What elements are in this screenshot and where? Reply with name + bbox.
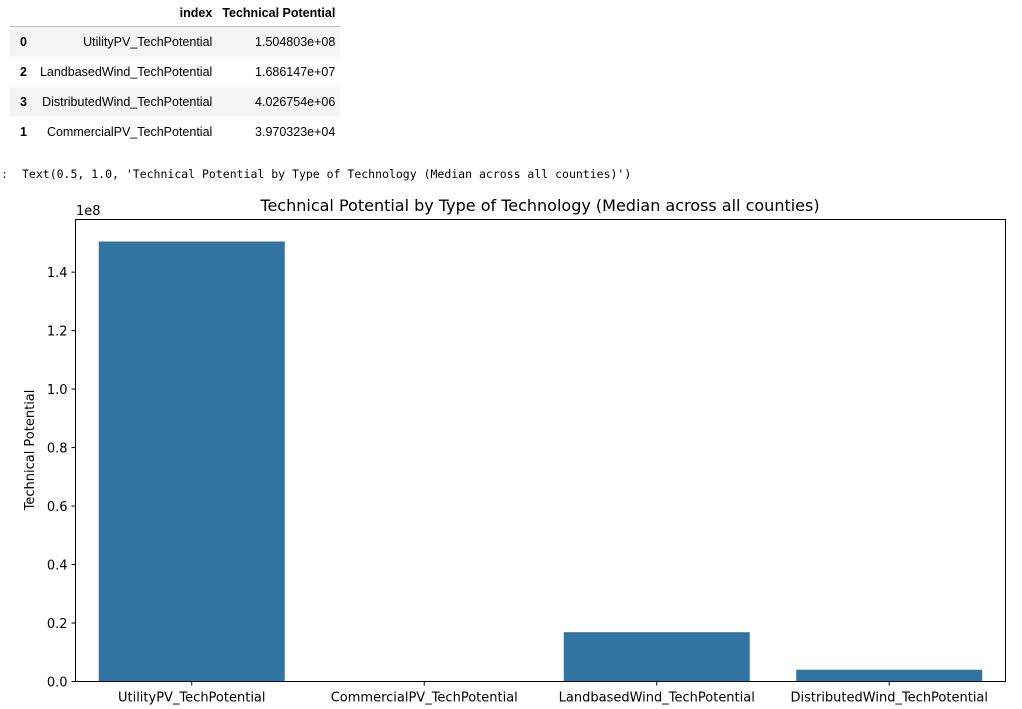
bar-UtilityPV_TechPotential xyxy=(98,241,285,682)
output-text: Text(0.5, 1.0, 'Technical Potential by T… xyxy=(22,167,632,181)
cell-index: UtilityPV_TechPotential xyxy=(83,35,213,49)
table-row: 3 DistributedWind_TechPotential 4.026754… xyxy=(10,87,341,117)
row-index: 3 xyxy=(20,95,27,109)
y-offset-label: 1e8 xyxy=(76,204,101,219)
y-tick-label: 0.8 xyxy=(47,442,68,457)
table-header-blank xyxy=(10,0,35,27)
table-header-technical-potential: Technical Potential xyxy=(217,0,341,27)
bar-DistributedWind_TechPotential xyxy=(796,669,983,682)
y-ticks-group: 0.0 0.2 0.4 0.6 0.8 1.0 1.2 1.4 xyxy=(47,266,76,691)
cell-value: 4.026754e+06 xyxy=(255,95,336,109)
y-tick-label: 0.0 xyxy=(47,676,68,691)
bar-LandbasedWind_TechPotential xyxy=(563,632,750,682)
x-tick-label: UtilityPV_TechPotential xyxy=(118,691,266,706)
cell-value: 3.970323e+04 xyxy=(255,125,336,139)
y-axis-label: Technical Potential xyxy=(23,390,38,512)
cell-index: LandbasedWind_TechPotential xyxy=(39,65,213,79)
table-header-index: index xyxy=(34,0,218,27)
table-row: 0 UtilityPV_TechPotential 1.504803e+08 xyxy=(10,26,341,57)
table-row: 1 CommercialPV_TechPotential 3.970323e+0… xyxy=(10,117,341,147)
row-index: 0 xyxy=(20,35,27,49)
x-tick-label: CommercialPV_TechPotential xyxy=(331,691,518,706)
x-ticks-group: UtilityPV_TechPotential CommercialPV_Tech… xyxy=(118,681,988,706)
x-tick-label: LandbasedWind_TechPotential xyxy=(559,691,755,706)
y-tick-label: 1.4 xyxy=(47,266,68,281)
chart-title: Technical Potential by Type of Technolog… xyxy=(259,196,819,215)
cell-value: 1.504803e+08 xyxy=(255,35,336,49)
x-tick-label: DistributedWind_TechPotential xyxy=(790,691,988,706)
y-tick-label: 1.0 xyxy=(47,383,68,398)
y-tick-label: 1.2 xyxy=(47,325,68,340)
plot-frame xyxy=(75,219,1006,682)
row-index: 2 xyxy=(20,65,27,79)
table-row: 2 LandbasedWind_TechPotential 1.686147e+… xyxy=(10,57,341,87)
cell-index: CommercialPV_TechPotential xyxy=(46,125,213,139)
y-tick-label: 0.6 xyxy=(47,500,68,515)
table-header-row: index Technical Potential xyxy=(10,0,341,27)
bars-group xyxy=(98,241,983,682)
y-tick-label: 0.4 xyxy=(47,559,68,574)
dataframe-table: index Technical Potential 0 UtilityPV_Te… xyxy=(10,0,341,147)
cell-value: 1.686147e+07 xyxy=(255,65,336,79)
output-prompt: : xyxy=(1,167,8,181)
y-tick-label: 0.2 xyxy=(47,617,68,632)
row-index: 1 xyxy=(20,125,27,139)
cell-index: DistributedWind_TechPotential xyxy=(42,95,213,109)
